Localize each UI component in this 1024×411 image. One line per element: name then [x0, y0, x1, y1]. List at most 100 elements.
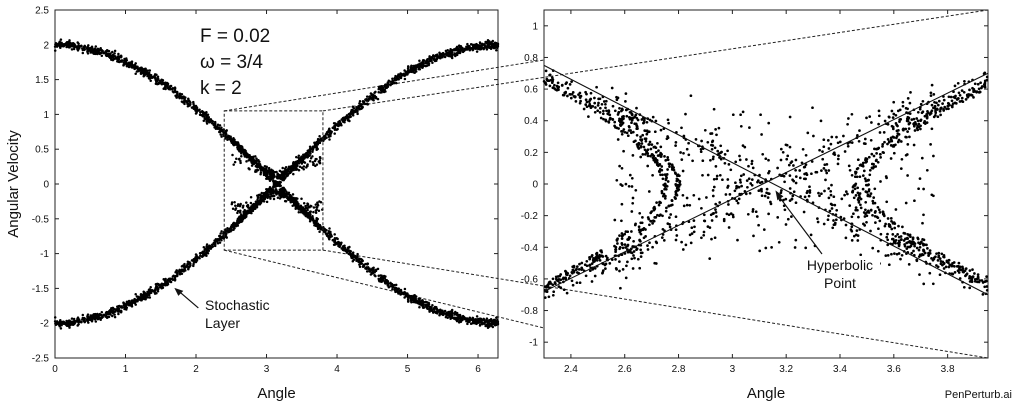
right-data-point	[641, 118, 644, 121]
left-data-point	[261, 167, 264, 170]
left-data-point	[148, 76, 151, 79]
right-data-point	[614, 258, 617, 261]
right-data-point	[666, 158, 669, 161]
left-data-point	[149, 69, 152, 72]
left-x-tick-label: 5	[405, 364, 411, 375]
right-data-point	[648, 143, 651, 146]
left-data-point	[264, 169, 267, 172]
right-data-point	[917, 111, 920, 114]
left-data-point	[374, 275, 377, 278]
right-data-point	[919, 124, 922, 127]
right-data-point	[546, 79, 549, 82]
left-data-point	[82, 52, 85, 55]
left-data-point	[121, 306, 124, 309]
left-data-point	[414, 68, 417, 71]
right-data-point	[599, 107, 602, 110]
right-data-point	[903, 239, 906, 242]
left-data-point	[265, 166, 268, 169]
right-data-point	[583, 108, 586, 111]
right-data-point	[552, 290, 555, 293]
right-data-point	[916, 237, 919, 240]
left-data-point	[112, 307, 115, 310]
right-data-point	[878, 220, 881, 223]
left-data-point	[315, 144, 318, 147]
left-data-point	[225, 232, 228, 235]
left-data-point	[195, 105, 198, 108]
left-data-point	[104, 50, 107, 53]
left-data-point	[336, 238, 339, 241]
right-y-tick-label: -0.4	[521, 243, 539, 254]
left-data-point	[219, 241, 222, 244]
right-data-point	[586, 101, 589, 104]
right-data-point	[604, 267, 607, 270]
right-data-point	[576, 281, 579, 284]
left-data-point	[239, 148, 242, 151]
right-data-point	[904, 128, 907, 131]
left-data-point	[235, 158, 238, 161]
left-data-point	[470, 322, 473, 325]
right-data-point	[665, 177, 668, 180]
left-data-point	[267, 195, 270, 198]
left-data-point	[368, 98, 371, 101]
right-data-point	[549, 85, 552, 88]
right-data-point	[965, 267, 968, 270]
left-data-point	[246, 205, 249, 208]
left-data-point	[100, 314, 103, 317]
right-data-point	[601, 103, 604, 106]
right-data-point	[855, 194, 858, 197]
right-data-point	[898, 139, 901, 142]
right-data-point	[864, 208, 867, 211]
left-data-point	[232, 226, 235, 229]
left-data-point	[213, 126, 216, 128]
left-data-point	[234, 224, 237, 227]
left-data-point	[273, 182, 276, 185]
left-data-point	[63, 322, 66, 325]
right-data-point	[593, 97, 596, 100]
right-data-point	[891, 233, 894, 236]
right-data-point	[575, 268, 578, 271]
left-data-point	[328, 235, 331, 238]
right-data-point	[674, 172, 677, 175]
right-y-tick-label: -0.8	[521, 306, 539, 317]
right-data-point	[624, 243, 627, 246]
left-y-tick-label: -1	[40, 249, 49, 260]
left-data-point	[109, 56, 112, 59]
right-data-point	[857, 198, 860, 201]
left-data-point	[418, 306, 421, 309]
right-data-point	[558, 278, 561, 281]
right-y-tick-label: 0.8	[524, 53, 538, 64]
left-data-point	[294, 197, 297, 200]
right-data-point	[906, 233, 909, 236]
left-data-point	[298, 169, 301, 172]
left-data-point	[428, 63, 431, 66]
left-data-point	[87, 313, 90, 316]
left-data-point	[408, 295, 411, 298]
left-data-point	[127, 65, 130, 68]
left-y-tick-label: -1.5	[32, 284, 50, 295]
right-data-point	[622, 247, 625, 250]
left-data-point	[418, 60, 421, 63]
left-data-point	[54, 49, 57, 52]
right-data-point	[926, 247, 929, 250]
left-data-point	[363, 265, 366, 268]
right-data-point	[937, 252, 940, 255]
left-data-point	[135, 300, 138, 303]
right-data-point	[572, 284, 575, 287]
left-y-tick-label: -0.5	[32, 214, 50, 225]
left-data-point	[269, 179, 272, 182]
left-data-point	[480, 320, 483, 323]
left-data-point	[486, 48, 489, 51]
left-data-point	[252, 156, 255, 159]
left-data-point	[234, 205, 237, 208]
right-data-point	[580, 262, 583, 265]
left-data-point	[309, 220, 312, 223]
right-data-point	[867, 179, 870, 182]
right-data-point	[662, 177, 665, 180]
left-data-point	[460, 318, 463, 321]
left-y-tick-label: -2.5	[32, 354, 50, 365]
right-data-point	[620, 130, 623, 133]
left-data-point	[431, 309, 434, 312]
left-data-point	[118, 61, 121, 64]
left-data-point	[441, 53, 444, 56]
left-data-point	[422, 60, 425, 63]
